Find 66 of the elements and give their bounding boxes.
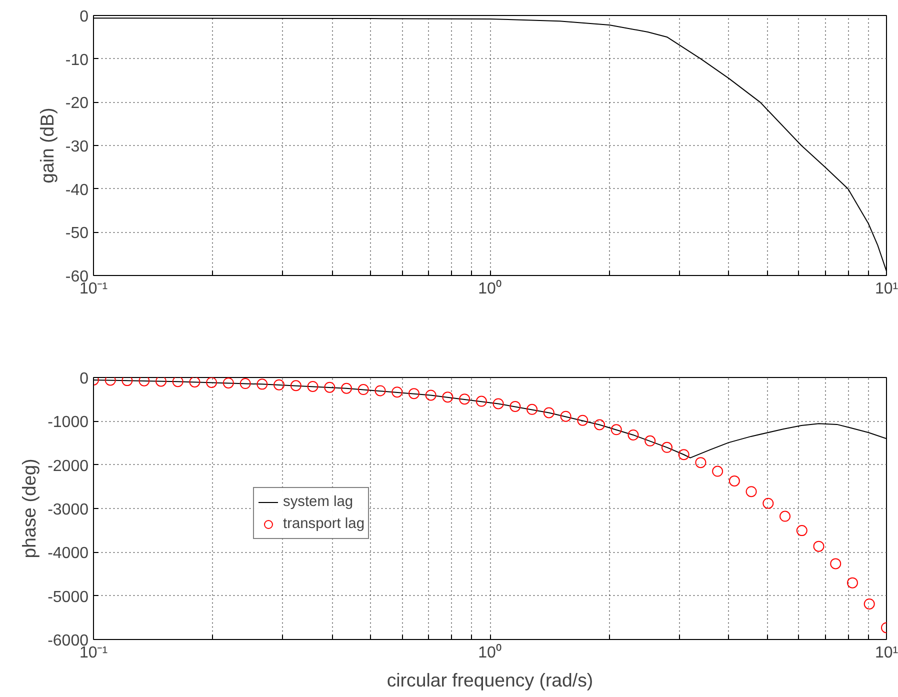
point xyxy=(678,449,690,460)
point xyxy=(712,466,724,477)
y-tick-label: -50 xyxy=(65,225,89,242)
point xyxy=(392,386,403,398)
y-tick-label: -3000 xyxy=(48,502,89,518)
point xyxy=(728,475,740,486)
y-axis-title: phase (deg) xyxy=(18,458,40,558)
point xyxy=(324,382,336,393)
point xyxy=(846,577,858,588)
point xyxy=(290,380,302,392)
x-tick-label: 10⁰ xyxy=(478,280,502,298)
y-tick-label: -2000 xyxy=(48,458,89,475)
legend-label: transport lag xyxy=(283,516,364,532)
point xyxy=(577,414,588,426)
point xyxy=(172,378,184,388)
x-tick-label: 10⁰ xyxy=(478,644,502,662)
point xyxy=(695,457,706,468)
x-axis-title: circular frequency (rad/s) xyxy=(386,670,594,690)
point xyxy=(762,498,774,509)
point xyxy=(138,378,150,386)
point xyxy=(476,396,487,407)
point xyxy=(358,384,369,395)
y-tick-label: -1000 xyxy=(48,414,89,432)
y-tick-label: -10 xyxy=(65,52,89,69)
point xyxy=(240,378,251,390)
point xyxy=(341,382,352,394)
point xyxy=(492,398,504,410)
point xyxy=(864,598,875,610)
point xyxy=(122,378,133,386)
y-tick-label: -30 xyxy=(65,138,89,156)
y-tick-label: -20 xyxy=(65,95,89,112)
point xyxy=(628,429,639,440)
point xyxy=(526,404,538,415)
point xyxy=(374,385,386,396)
point xyxy=(408,388,420,400)
y-tick-label: -40 xyxy=(65,182,89,199)
y-tick-label: 0 xyxy=(80,370,89,388)
point xyxy=(442,392,454,403)
point xyxy=(156,378,167,387)
y-tick-label: 0 xyxy=(80,8,89,26)
point xyxy=(307,380,318,392)
y-tick-label: -5000 xyxy=(48,588,89,606)
point xyxy=(459,394,470,405)
point xyxy=(206,378,218,388)
point xyxy=(543,407,554,418)
point xyxy=(189,378,200,388)
point xyxy=(274,379,285,390)
legend-label: system lag xyxy=(283,494,354,510)
point xyxy=(813,540,824,552)
x-tick-label: 10¹ xyxy=(874,644,898,662)
point xyxy=(594,419,605,430)
point xyxy=(425,390,436,401)
y-axis-title: gain (dB) xyxy=(36,108,58,184)
x-tick-label: 10¹ xyxy=(874,280,898,298)
y-tick-label: -4000 xyxy=(48,545,89,562)
point xyxy=(830,558,842,570)
point xyxy=(256,378,268,390)
point xyxy=(610,424,622,436)
point xyxy=(510,400,521,412)
point xyxy=(746,486,757,498)
point xyxy=(661,442,672,453)
point xyxy=(222,378,234,388)
point xyxy=(780,510,791,522)
point xyxy=(644,435,656,446)
point xyxy=(796,525,808,536)
point xyxy=(560,410,572,422)
